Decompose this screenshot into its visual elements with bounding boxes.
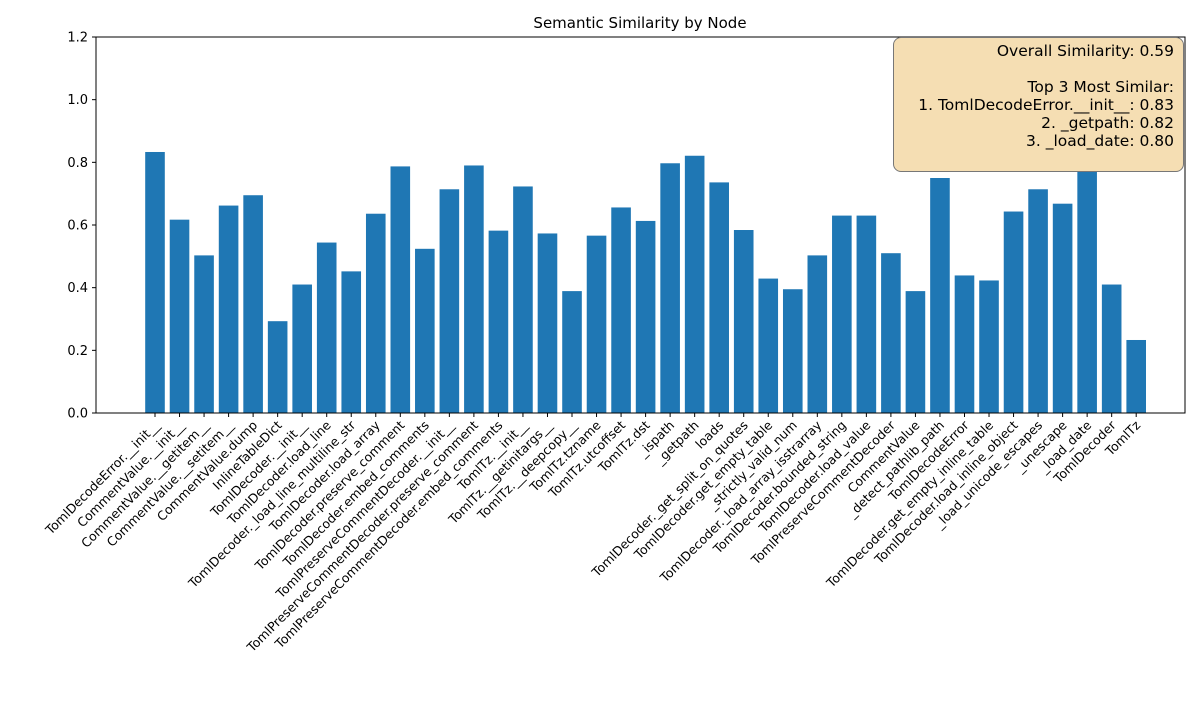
bar (292, 284, 312, 413)
y-tick-label: 0.8 (67, 156, 88, 171)
bar (341, 271, 362, 413)
bar (488, 230, 509, 413)
bar (218, 205, 239, 413)
y-tick-label: 0.2 (67, 344, 88, 359)
bar (365, 213, 386, 413)
bar (267, 321, 288, 413)
bar (537, 233, 558, 413)
y-tick-label: 0.0 (67, 407, 88, 422)
bar (954, 275, 975, 413)
y-tick-label: 1.2 (67, 31, 88, 46)
y-tick-label: 0.4 (67, 281, 88, 296)
bar (979, 280, 999, 413)
bar (660, 163, 680, 413)
bar (807, 255, 828, 413)
bar (464, 165, 484, 413)
bar (243, 195, 263, 413)
top-similar-item-1: 1. TomlDecodeError.__init__: 0.83 (918, 96, 1174, 114)
bar (635, 220, 656, 413)
bar (684, 155, 705, 413)
bar (1126, 339, 1146, 413)
bar (1003, 211, 1024, 413)
bar (439, 189, 460, 413)
bar (586, 235, 607, 413)
bar (169, 219, 190, 413)
top-similar-item-3: 3. _load_date: 0.80 (1026, 132, 1174, 150)
y-axis: 0.0 0.2 0.4 0.6 0.8 1.0 1.2 (67, 31, 96, 422)
x-axis: TomlDecodeError.__init__CommentValue.__i… (42, 413, 1144, 655)
bar (930, 178, 950, 413)
top-similar-item-2: 2. _getpath: 0.82 (1041, 114, 1174, 132)
bar (1077, 163, 1097, 413)
bar (733, 230, 754, 413)
bar (316, 242, 337, 413)
bar (194, 255, 214, 413)
y-tick-label: 0.6 (67, 219, 88, 234)
bar (415, 248, 435, 413)
bars-layer (145, 151, 1146, 414)
bar (832, 215, 852, 413)
bar (758, 278, 779, 413)
similarity-summary-box: Overall Similarity: 0.59 Top 3 Most Simi… (893, 37, 1184, 172)
bar (856, 215, 877, 413)
bar (1028, 189, 1048, 413)
bar (1052, 203, 1073, 413)
bar (611, 207, 631, 413)
bar (145, 151, 165, 414)
bar (562, 291, 582, 413)
y-tick-label: 1.0 (67, 93, 88, 108)
bar (513, 186, 533, 413)
bar (881, 253, 901, 413)
chart-title: Semantic Similarity by Node (533, 14, 746, 32)
overall-similarity-text: Overall Similarity: 0.59 (996, 42, 1174, 60)
bar (709, 182, 729, 413)
bar (390, 166, 411, 413)
summary-spacer (894, 60, 1174, 78)
bar (782, 289, 803, 413)
bar (1101, 284, 1122, 413)
bar (905, 291, 926, 413)
top-similar-header: Top 3 Most Similar: (1027, 78, 1175, 96)
